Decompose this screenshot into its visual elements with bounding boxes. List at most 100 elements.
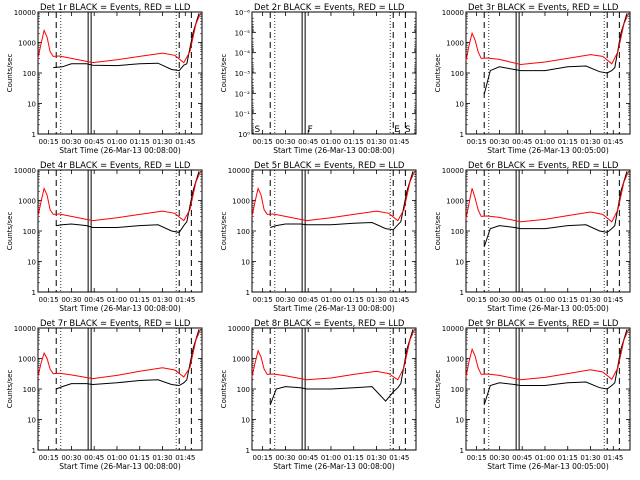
y-tick-label: 100 xyxy=(237,228,250,236)
x-tick-label: 00:15 xyxy=(253,296,273,304)
y-tick-label: 100 xyxy=(23,386,36,394)
y-axis-label: Counts/sec xyxy=(434,212,442,251)
x-tick-label: 01:00 xyxy=(321,296,341,304)
x-tick-label: 00:45 xyxy=(84,454,104,462)
panel-det-5r: Det 5r BLACK = Events, RED = LLD 1 10 100 10… xyxy=(220,161,417,313)
panel-title: Det 3r BLACK = Events, RED = LLD xyxy=(468,3,619,13)
y-axis-label: Counts/sec xyxy=(220,54,228,93)
y-tick-label: 10000 xyxy=(228,325,250,333)
x-tick-label: 00:15 xyxy=(39,138,59,146)
x-tick-label: 01:15 xyxy=(130,138,150,146)
y-tick-label: 1 xyxy=(460,289,464,297)
flare-marker-label: S xyxy=(255,125,261,135)
x-tick-label: 00:45 xyxy=(84,138,104,146)
plot-frame xyxy=(251,169,417,293)
panel-det-1r: Det 1r BLACK = Events, RED = LLD 1 10 100 10… xyxy=(6,3,203,155)
x-tick-label: 00:30 xyxy=(61,296,81,304)
x-tick-label: 00:45 xyxy=(512,138,532,146)
y-tick-label: 100 xyxy=(451,386,464,394)
y-tick-label: 10⁻¹ xyxy=(235,111,251,119)
x-tick-label: 01:30 xyxy=(366,454,386,462)
x-tick-label: 00:30 xyxy=(61,454,81,462)
x-tick-label: 00:45 xyxy=(84,296,104,304)
x-tick-label: 00:15 xyxy=(39,454,59,462)
panel-det-6r: Det 6r BLACK = Events, RED = LLD 1 10 100 10… xyxy=(434,161,631,313)
x-tick-label: 00:30 xyxy=(275,296,295,304)
x-tick-label: 01:30 xyxy=(580,296,600,304)
y-tick-label: 10 xyxy=(241,259,250,267)
x-tick-label: 01:15 xyxy=(344,454,364,462)
y-tick-label: 10000 xyxy=(442,9,464,17)
y-tick-label: 100 xyxy=(237,386,250,394)
series-events-line xyxy=(270,171,414,231)
x-tick-label: 00:15 xyxy=(467,138,487,146)
x-axis-label: Start Time (26-Mar-13 00:05:00) xyxy=(487,462,609,471)
x-tick-label: 00:15 xyxy=(253,138,273,146)
x-tick-label: 01:00 xyxy=(535,296,555,304)
x-tick-label: 01:30 xyxy=(152,454,172,462)
x-tick-label: 00:45 xyxy=(512,454,532,462)
x-tick-label: 00:30 xyxy=(61,138,81,146)
y-tick-label: 10 xyxy=(455,259,464,267)
y-tick-label: 1000 xyxy=(446,40,464,48)
y-tick-label: 1 xyxy=(32,289,36,297)
y-tick-label: 1 xyxy=(246,447,250,455)
series-lld-line xyxy=(37,329,201,380)
series-lld-line xyxy=(465,171,629,223)
series-events-line xyxy=(483,171,628,248)
x-axis-label: Start Time (26-Mar-13 00:08:00) xyxy=(59,304,181,313)
panel-title: Det 1r BLACK = Events, RED = LLD xyxy=(40,3,191,13)
panel-det-8r: Det 8r BLACK = Events, RED = LLD 1 10 100 10… xyxy=(220,319,417,471)
x-tick-label: 01:00 xyxy=(107,454,127,462)
series-lld-line xyxy=(251,329,415,381)
x-tick-label: 01:00 xyxy=(321,138,341,146)
plot-frame xyxy=(37,327,203,451)
x-tick-label: 01:30 xyxy=(580,454,600,462)
series-lld-line xyxy=(465,329,629,381)
x-axis-label: Start Time (26-Mar-13 00:08:00) xyxy=(59,462,181,471)
x-tick-label: 01:45 xyxy=(603,296,623,304)
series-events-line xyxy=(483,329,628,406)
panel-title: Det 6r BLACK = Events, RED = LLD xyxy=(468,161,619,171)
series-events-line xyxy=(56,329,200,390)
y-tick-label: 1 xyxy=(246,289,250,297)
y-tick-label: 100 xyxy=(451,228,464,236)
x-axis-label: Start Time (26-Mar-13 00:05:00) xyxy=(487,146,609,155)
y-tick-label: 1000 xyxy=(18,40,36,48)
panel-title: Det 4r BLACK = Events, RED = LLD xyxy=(40,161,191,171)
y-tick-label: 10 xyxy=(455,101,464,109)
y-tick-label: 10 xyxy=(455,417,464,425)
series-events-line xyxy=(53,13,200,72)
x-tick-label: 01:30 xyxy=(366,296,386,304)
x-tick-label: 00:30 xyxy=(275,454,295,462)
y-tick-label: 10 xyxy=(27,101,36,109)
y-axis-label: Counts/sec xyxy=(434,370,442,409)
y-tick-label: 10000 xyxy=(14,9,36,17)
x-tick-label: 00:15 xyxy=(467,296,487,304)
series-events-line xyxy=(483,13,628,95)
y-tick-label: 1000 xyxy=(18,356,36,364)
y-tick-label: 10⁻³ xyxy=(235,70,251,78)
x-tick-label: 01:00 xyxy=(535,138,555,146)
x-tick-label: 01:45 xyxy=(175,454,195,462)
x-tick-label: 01:30 xyxy=(152,296,172,304)
x-axis-label: Start Time (26-Mar-13 00:08:00) xyxy=(273,146,395,155)
x-tick-label: 01:00 xyxy=(321,454,341,462)
x-tick-label: 01:15 xyxy=(558,138,578,146)
x-axis-label: Start Time (26-Mar-13 00:05:00) xyxy=(487,304,609,313)
x-tick-label: 00:45 xyxy=(512,296,532,304)
x-tick-label: 01:30 xyxy=(152,138,172,146)
y-tick-label: 10000 xyxy=(442,167,464,175)
x-tick-label: 00:30 xyxy=(275,138,295,146)
x-tick-label: 01:45 xyxy=(175,138,195,146)
series-events-line xyxy=(56,171,200,233)
y-tick-label: 1 xyxy=(460,447,464,455)
x-axis-label: Start Time (26-Mar-13 00:08:00) xyxy=(59,146,181,155)
y-tick-label: 10 xyxy=(27,259,36,267)
panel-title: Det 2r BLACK = Events, RED = LLD xyxy=(254,3,405,13)
flare-marker-label: F xyxy=(308,125,313,135)
series-lld-line xyxy=(37,13,201,64)
x-axis-label: Start Time (26-Mar-13 00:08:00) xyxy=(273,462,395,471)
